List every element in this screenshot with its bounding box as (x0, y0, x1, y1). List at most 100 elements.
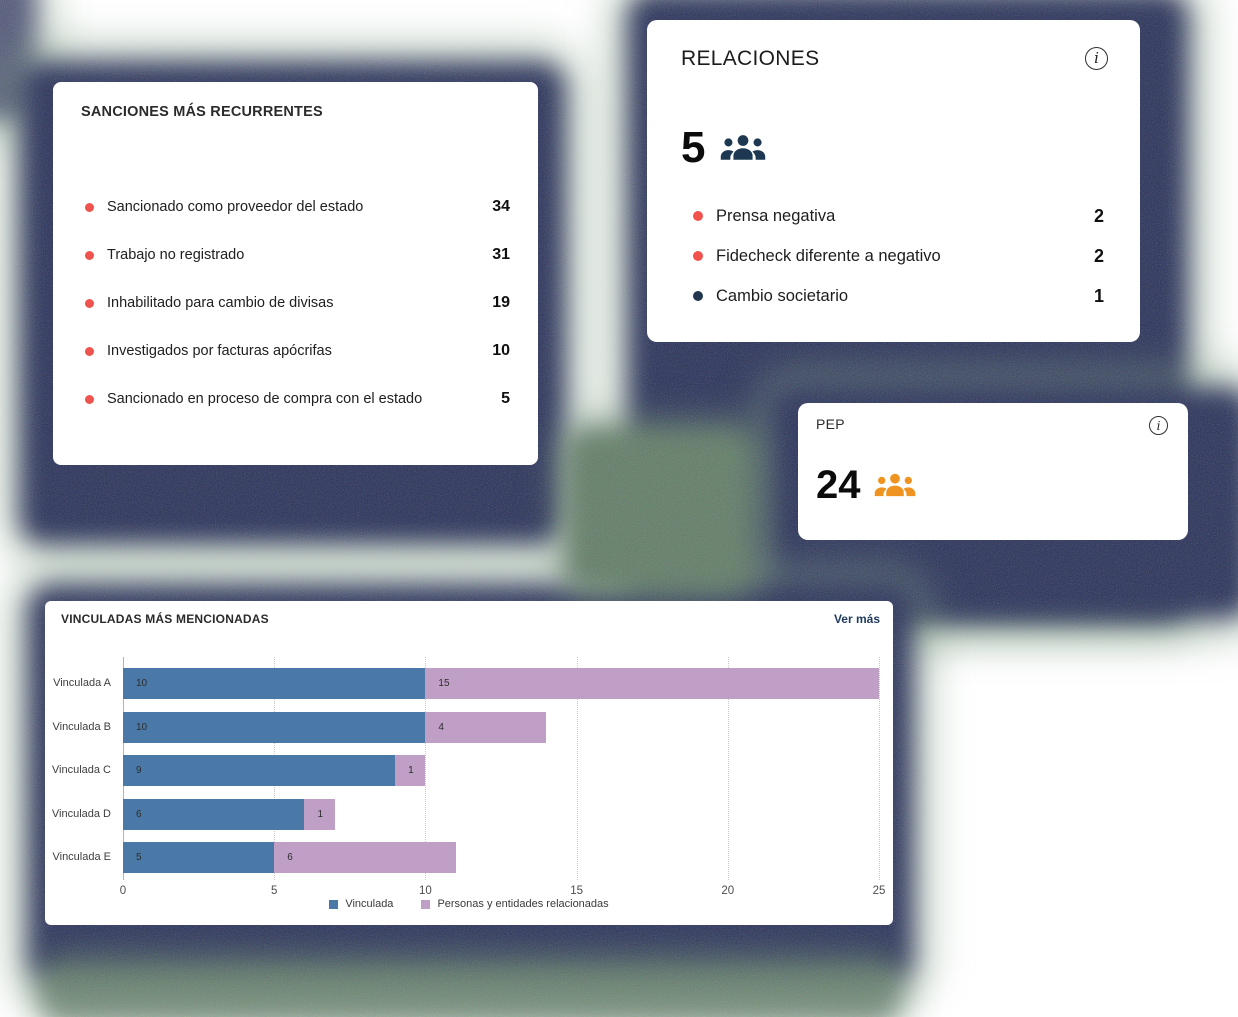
bullet-icon (85, 298, 94, 308)
card-relaciones-title: RELACIONES (681, 47, 820, 70)
bar-value-label: 10 (136, 678, 148, 689)
bar-segment-relacionadas[interactable]: 1 (304, 798, 335, 830)
bar-value-label: 4 (438, 721, 444, 733)
list-item: Sancionado en proceso de compra con el e… (53, 375, 538, 423)
list-item: Sancionado como proveedor del estado 34 (53, 183, 538, 231)
item-count: 2 (1093, 205, 1104, 226)
card-vinculadas-chart: VINCULADAS MÁS MENCIONADAS Ver más Vincu… (45, 601, 893, 925)
item-count: 2 (1093, 245, 1104, 266)
item-label: Prensa negativa (716, 206, 836, 225)
item-count: 31 (492, 246, 510, 263)
ver-mas-link[interactable]: Ver más (833, 612, 880, 626)
pep-total: 24 (816, 463, 861, 507)
bar-segment-vinculada[interactable]: 10 (123, 711, 426, 743)
y-category-label: Vinculada E (52, 851, 111, 864)
chart-header: VINCULADAS MÁS MENCIONADAS Ver más (45, 601, 893, 626)
bar-segment-relacionadas[interactable]: 1 (395, 755, 426, 787)
bullet-icon (85, 202, 94, 212)
item-count: 34 (492, 198, 510, 215)
card-pep-title: PEP (816, 416, 845, 432)
card-pep-header: PEP i (798, 403, 1188, 435)
card-pep: PEP i 24 (798, 403, 1188, 540)
bar-segment-vinculada[interactable]: 9 (123, 755, 396, 787)
chart-x-axis: 0 5 10 15 20 25 (119, 885, 886, 899)
x-tick-label: 10 (418, 885, 432, 897)
shadow-blob-green (565, 428, 753, 592)
item-count: 5 (501, 390, 510, 407)
x-tick-label: 0 (119, 885, 127, 897)
chart-legend: Vinculada Personas y entidades relacionad… (45, 898, 893, 910)
info-icon[interactable]: i (1085, 47, 1108, 70)
card-sanciones: SANCIONES MÁS RECURRENTES Sancionado com… (53, 82, 538, 465)
info-icon[interactable]: i (1149, 416, 1168, 435)
bar-segment-vinculada[interactable]: 6 (123, 798, 305, 830)
y-category-label: Vinculada A (53, 677, 111, 689)
item-count: 19 (492, 294, 510, 311)
legend-swatch-icon (329, 899, 339, 909)
x-tick-label: 25 (872, 885, 886, 897)
item-count: 10 (492, 342, 510, 359)
y-category-label: Vinculada B (52, 720, 111, 733)
chart-bar-row: 10 4 (123, 711, 879, 743)
gridline (879, 657, 880, 880)
card-relaciones-header: RELACIONES i (647, 20, 1140, 71)
legend-label: Vinculada (345, 898, 394, 910)
list-item: Inhabilitado para cambio de divisas 19 (53, 279, 538, 327)
item-label: Sancionado como proveedor del estado (107, 199, 364, 215)
item-label: Investigados por facturas apócrifas (107, 343, 332, 359)
x-tick-label: 15 (570, 885, 583, 897)
shadow-blob-green (40, 962, 900, 1017)
list-item: Prensa negativa 2 (647, 196, 1140, 236)
chart-plot-area: 10 15 10 4 9 1 6 1 5 6 (123, 657, 880, 880)
bar-value-label: 15 (438, 678, 450, 689)
item-label: Sancionado en proceso de compra con el e… (107, 391, 423, 407)
bar-segment-relacionadas[interactable]: 6 (274, 842, 456, 874)
sanciones-list: Sancionado como proveedor del estado 34 Tr… (53, 183, 538, 423)
item-label: Trabajo no registrado (107, 247, 245, 263)
relaciones-list: Prensa negativa 2 Fidecheck diferente a ne… (647, 196, 1140, 316)
item-label: Cambio societario (716, 286, 849, 305)
relaciones-total: 5 (681, 123, 706, 172)
bar-value-label: 1 (408, 765, 414, 777)
people-group-icon (721, 135, 766, 160)
bar-segment-relacionadas[interactable]: 4 (425, 711, 547, 743)
bar-segment-vinculada[interactable]: 10 (123, 668, 426, 699)
item-label: Fidecheck diferente a negativo (716, 246, 941, 265)
item-label: Inhabilitado para cambio de divisas (107, 295, 334, 311)
bullet-icon (693, 211, 703, 221)
bar-value-label: 10 (136, 721, 148, 733)
card-sanciones-title: SANCIONES MÁS RECURRENTES (81, 104, 323, 120)
list-item: Cambio societario 1 (647, 276, 1140, 316)
bullet-icon (85, 394, 94, 404)
legend-item: Vinculada (329, 898, 393, 910)
bar-value-label: 9 (136, 765, 142, 777)
x-tick-label: 5 (270, 885, 278, 897)
item-count: 1 (1093, 285, 1104, 306)
y-category-label: Vinculada D (51, 807, 111, 820)
y-category-label: Vinculada C (51, 764, 111, 777)
list-item: Investigados por facturas apócrifas 10 (53, 327, 538, 375)
people-group-icon (874, 473, 915, 497)
x-tick-label: 20 (721, 885, 735, 897)
chart-category-labels: Vinculada A Vinculada B Vinculada C Vincula… (45, 662, 115, 880)
card-relaciones: RELACIONES i 5 Prensa negativa 2 Fidecheck… (647, 20, 1140, 342)
bullet-icon (85, 250, 94, 260)
bar-value-label: 6 (287, 852, 293, 864)
bullet-icon (85, 346, 94, 356)
pep-total-row: 24 (816, 463, 916, 508)
bullet-icon (693, 251, 703, 261)
list-item: Trabajo no registrado 31 (53, 231, 538, 279)
bar-value-label: 6 (136, 808, 142, 820)
list-item: Fidecheck diferente a negativo 2 (647, 236, 1140, 276)
relaciones-total-row: 5 (681, 123, 766, 173)
chart-bar-row: 10 15 (123, 668, 879, 699)
legend-swatch-icon (421, 899, 431, 909)
bar-segment-vinculada[interactable]: 5 (123, 842, 275, 874)
bar-value-label: 5 (136, 852, 142, 864)
chart-title: VINCULADAS MÁS MENCIONADAS (61, 612, 269, 626)
bar-segment-relacionadas[interactable]: 15 (425, 668, 879, 699)
